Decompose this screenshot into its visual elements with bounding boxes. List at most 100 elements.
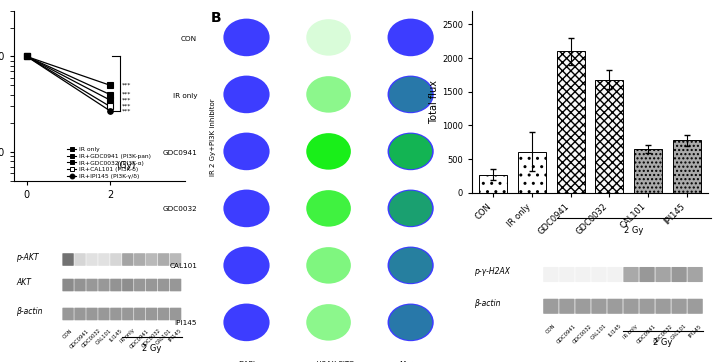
Text: GDC0032: GDC0032 [572,323,593,345]
Ellipse shape [306,19,351,56]
Text: GDC0032: GDC0032 [162,206,197,212]
Legend: IR only, IR+GDC0941 (PI3K-pan), IR+GDC0032 (PI3K-α), IR+CAL101 (PI3K-δ), IR+IPI1: IR only, IR+GDC0941 (PI3K-pan), IR+GDC00… [65,145,153,181]
FancyBboxPatch shape [158,253,169,266]
Ellipse shape [389,191,432,226]
FancyBboxPatch shape [543,299,558,314]
Ellipse shape [388,190,434,227]
FancyBboxPatch shape [656,267,671,282]
Ellipse shape [306,76,351,113]
Text: CON: CON [545,323,557,335]
FancyBboxPatch shape [62,279,74,291]
FancyBboxPatch shape [170,253,182,266]
Ellipse shape [306,304,351,341]
Ellipse shape [306,133,351,170]
FancyBboxPatch shape [671,267,687,282]
Y-axis label: Total flux: Total flux [429,80,439,124]
FancyBboxPatch shape [110,308,122,320]
Bar [557,51,585,193]
Text: IR only: IR only [623,323,639,340]
Ellipse shape [388,304,434,341]
FancyBboxPatch shape [687,299,703,314]
FancyBboxPatch shape [607,299,623,314]
FancyBboxPatch shape [656,299,671,314]
FancyBboxPatch shape [122,308,134,320]
Text: ILI145: ILI145 [608,323,623,338]
Text: GDC0032: GDC0032 [653,323,674,345]
FancyBboxPatch shape [146,308,157,320]
FancyBboxPatch shape [74,253,86,266]
Ellipse shape [223,132,270,170]
FancyBboxPatch shape [110,279,122,291]
FancyBboxPatch shape [87,253,98,266]
FancyBboxPatch shape [559,267,575,282]
Text: ***: *** [122,108,131,113]
FancyBboxPatch shape [158,279,169,291]
FancyBboxPatch shape [607,267,623,282]
Text: CON: CON [62,328,74,340]
Text: GDC0941: GDC0941 [162,150,197,156]
Text: CAL101: CAL101 [670,323,688,341]
Text: GDC0941: GDC0941 [636,323,658,345]
Ellipse shape [223,76,270,113]
FancyBboxPatch shape [576,267,591,282]
Text: p-γ-H2AX-FITC: p-γ-H2AX-FITC [302,361,355,362]
Ellipse shape [223,247,270,284]
FancyBboxPatch shape [98,308,109,320]
Text: IR 2 Gy+PI3K inhibitor: IR 2 Gy+PI3K inhibitor [210,99,216,176]
FancyBboxPatch shape [639,267,655,282]
Text: ***: *** [122,104,131,109]
Ellipse shape [388,18,434,56]
Ellipse shape [389,134,432,169]
Ellipse shape [388,132,434,170]
FancyBboxPatch shape [687,267,703,282]
Text: ***: *** [122,83,131,88]
FancyBboxPatch shape [134,253,145,266]
FancyBboxPatch shape [122,279,134,291]
Bar [518,152,546,193]
FancyBboxPatch shape [158,308,169,320]
FancyBboxPatch shape [639,299,655,314]
Text: CAL101: CAL101 [154,328,172,346]
Text: ILI145: ILI145 [109,328,123,343]
FancyBboxPatch shape [134,279,145,291]
FancyBboxPatch shape [87,279,98,291]
FancyBboxPatch shape [74,279,86,291]
FancyBboxPatch shape [591,299,606,314]
FancyBboxPatch shape [62,308,74,320]
Text: IR only: IR only [119,328,136,344]
Text: GDC0032: GDC0032 [82,328,102,349]
FancyBboxPatch shape [62,253,74,266]
Text: GDC0941: GDC0941 [69,328,91,349]
FancyBboxPatch shape [671,299,687,314]
Text: CAL101: CAL101 [590,323,608,341]
Text: AKT: AKT [16,278,31,287]
FancyBboxPatch shape [146,279,157,291]
Text: GDC0032: GDC0032 [141,328,162,349]
Text: CAL101: CAL101 [95,328,113,346]
Bar [634,149,662,193]
Text: β-actin: β-actin [16,307,42,316]
Text: IPI145: IPI145 [168,328,183,343]
Ellipse shape [306,247,351,284]
Text: IPI145: IPI145 [688,323,703,338]
Text: 2 Gy: 2 Gy [142,344,162,353]
Text: DAPI: DAPI [238,361,255,362]
Text: IPI145: IPI145 [174,320,197,327]
FancyBboxPatch shape [87,308,98,320]
FancyBboxPatch shape [98,279,109,291]
Ellipse shape [223,18,270,56]
FancyBboxPatch shape [559,299,575,314]
Text: IR only: IR only [172,93,197,98]
Text: ***: *** [122,92,131,97]
Text: p-γ-H2AX: p-γ-H2AX [475,267,511,276]
Bar [480,174,508,193]
FancyBboxPatch shape [623,299,638,314]
Ellipse shape [223,190,270,227]
FancyBboxPatch shape [134,308,145,320]
Ellipse shape [389,305,432,340]
Text: GDC0941: GDC0941 [556,323,578,345]
Bar [673,140,701,193]
Text: 2 Gy: 2 Gy [654,338,673,347]
FancyBboxPatch shape [576,299,591,314]
FancyBboxPatch shape [591,267,606,282]
